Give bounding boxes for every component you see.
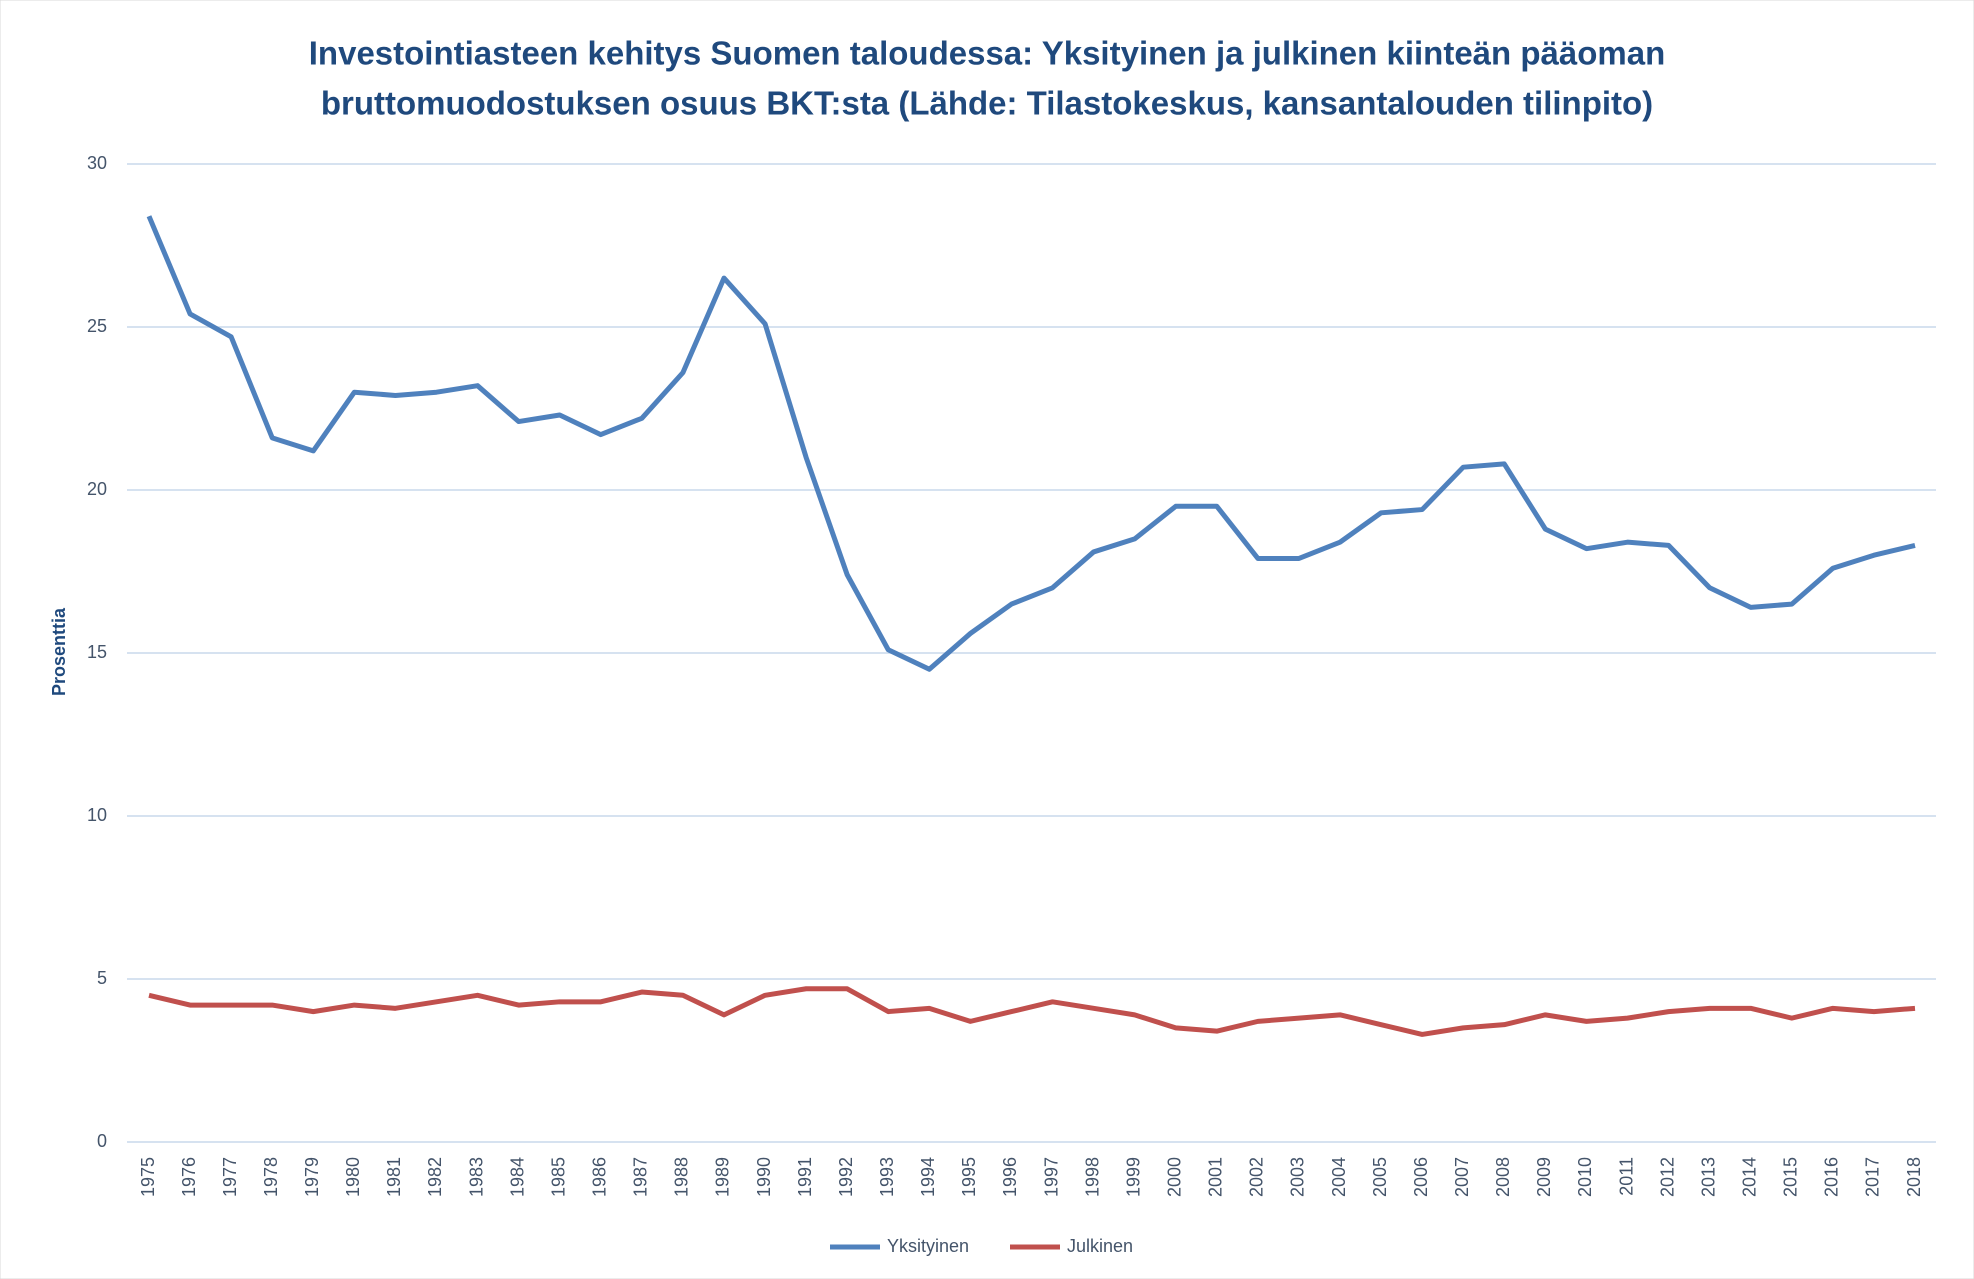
y-tick-label: 5: [97, 968, 107, 988]
x-tick-label: 1991: [795, 1157, 815, 1197]
legend-label: Yksityinen: [887, 1236, 969, 1256]
line-series: [148, 986, 1916, 1037]
x-tick-label: 2000: [1164, 1157, 1184, 1197]
chart-title: Investointiasteen kehitys Suomen taloude…: [309, 35, 1665, 72]
x-tick-label: 1980: [343, 1157, 363, 1197]
x-tick-label: 1978: [261, 1157, 281, 1197]
line-series: [146, 215, 1916, 672]
chart-title: bruttomuodostuksen osuus BKT:sta (Lähde:…: [321, 85, 1653, 122]
x-tick-label: 1993: [877, 1157, 897, 1197]
x-tick-label: 1987: [631, 1157, 651, 1197]
x-tick-label: 2008: [1493, 1157, 1513, 1197]
x-tick-label: 1985: [548, 1157, 568, 1197]
x-tick-label: 1986: [590, 1157, 610, 1197]
x-tick-label: 2010: [1575, 1157, 1595, 1197]
x-tick-label: 2005: [1370, 1157, 1390, 1197]
y-tick-label: 30: [87, 153, 107, 173]
x-tick-label: 2014: [1739, 1157, 1759, 1197]
x-tick-label: 2015: [1781, 1157, 1801, 1197]
x-tick-label: 2013: [1698, 1157, 1718, 1197]
x-tick-label: 1988: [672, 1157, 692, 1197]
x-tick-label: 2012: [1657, 1157, 1677, 1197]
x-tick-label: 1995: [959, 1157, 979, 1197]
x-tick-label: 1992: [836, 1157, 856, 1197]
y-tick-label: 20: [87, 479, 107, 499]
x-tick-label: 2009: [1534, 1157, 1554, 1197]
y-tick-label: 15: [87, 642, 107, 662]
x-tick-label: 1997: [1041, 1157, 1061, 1197]
x-tick-label: 2002: [1247, 1157, 1267, 1197]
legend-label: Julkinen: [1067, 1236, 1133, 1256]
x-tick-label: 1982: [425, 1157, 445, 1197]
x-tick-label: 1998: [1082, 1157, 1102, 1197]
x-tick-label: 2001: [1206, 1157, 1226, 1197]
x-tick-label: 2006: [1411, 1157, 1431, 1197]
x-tick-label: 2018: [1904, 1157, 1924, 1197]
x-tick-label: 1983: [466, 1157, 486, 1197]
x-tick-label: 2016: [1822, 1157, 1842, 1197]
x-tick-label: 1976: [179, 1157, 199, 1197]
x-tick-label: 1990: [754, 1157, 774, 1197]
x-tick-label: 2003: [1288, 1157, 1308, 1197]
x-tick-label: 2007: [1452, 1157, 1472, 1197]
x-tick-label: 2017: [1863, 1157, 1883, 1197]
x-tick-label: 1999: [1123, 1157, 1143, 1197]
x-tick-label: 1994: [918, 1157, 938, 1197]
x-tick-label: 1989: [713, 1157, 733, 1197]
x-tick-label: 1996: [1000, 1157, 1020, 1197]
x-tick-label: 1984: [507, 1157, 527, 1197]
y-tick-label: 0: [97, 1131, 107, 1151]
x-tick-label: 1979: [302, 1157, 322, 1197]
x-tick-label: 1981: [384, 1157, 404, 1197]
x-tick-label: 2011: [1616, 1157, 1636, 1196]
y-axis-label: Prosenttia: [49, 607, 69, 696]
y-tick-label: 10: [87, 805, 107, 825]
y-tick-label: 25: [87, 316, 107, 336]
x-tick-label: 1977: [220, 1157, 240, 1197]
x-tick-label: 1975: [138, 1157, 158, 1197]
x-tick-label: 2004: [1329, 1157, 1349, 1197]
